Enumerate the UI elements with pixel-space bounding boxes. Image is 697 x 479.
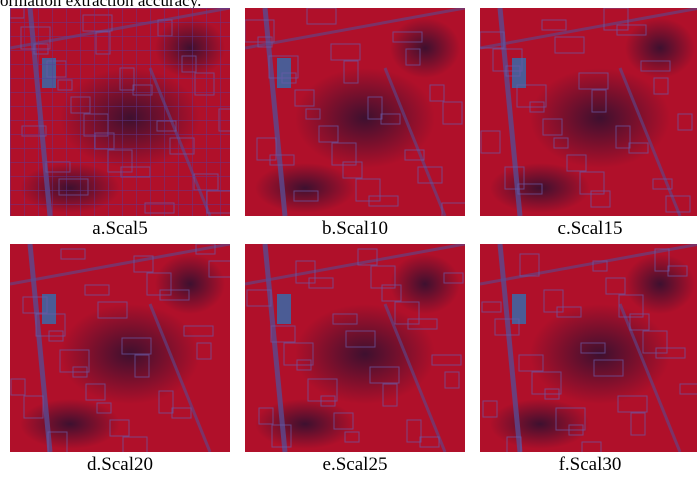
- panel-caption: f.Scal30: [480, 454, 697, 476]
- panel-caption: a.Scal5: [10, 218, 230, 240]
- satellite-image: [10, 244, 230, 452]
- page: ormation extraction accuracy. a.Scal5b.S…: [0, 0, 697, 479]
- panel-caption: d.Scal20: [10, 454, 230, 476]
- satellite-image: [480, 244, 697, 452]
- satellite-image: [245, 244, 465, 452]
- satellite-image: [480, 8, 697, 216]
- panel-caption: b.Scal10: [245, 218, 465, 240]
- satellite-image: [10, 8, 230, 216]
- panel-caption: c.Scal15: [480, 218, 697, 240]
- panel-caption: e.Scal25: [245, 454, 465, 476]
- satellite-image: [245, 8, 465, 216]
